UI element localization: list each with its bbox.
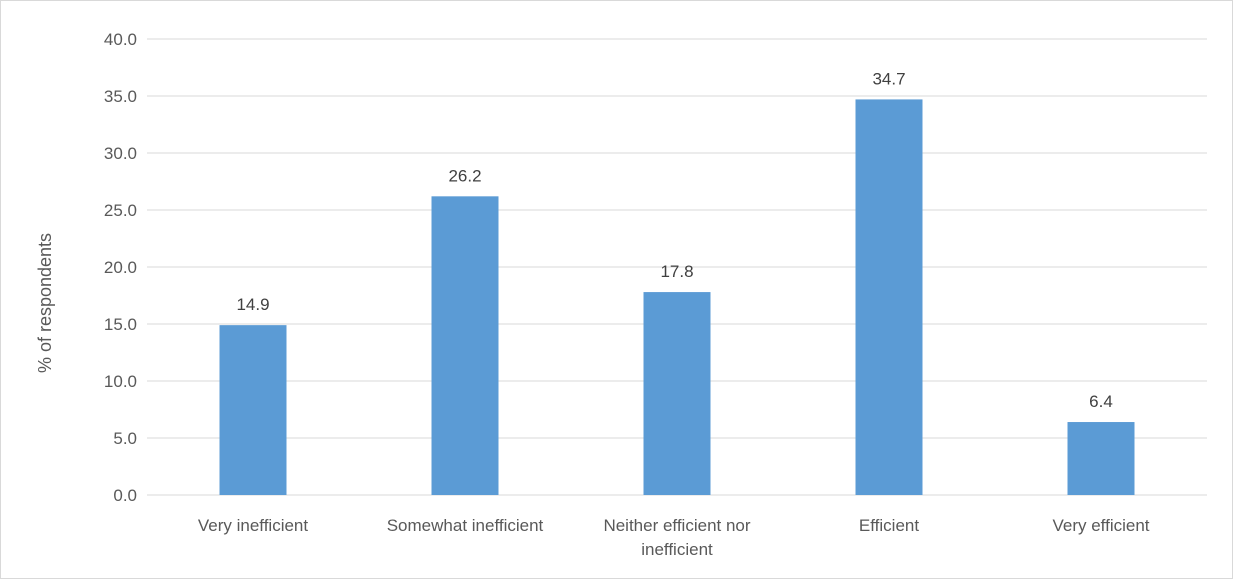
- y-tick-label: 0.0: [113, 486, 137, 505]
- y-tick-label: 20.0: [104, 258, 137, 277]
- y-tick-label: 30.0: [104, 144, 137, 163]
- bar: [643, 292, 711, 495]
- y-tick-label: 40.0: [104, 30, 137, 49]
- data-label: 17.8: [660, 262, 693, 281]
- x-tick-label: Neither efficient nor inefficient: [603, 516, 750, 559]
- x-tick-label: Very inefficient: [198, 516, 309, 535]
- gridlines: [147, 38, 1207, 496]
- bars: [219, 99, 1135, 496]
- y-tick-label: 25.0: [104, 201, 137, 220]
- bar: [855, 99, 923, 496]
- x-tick-label: Efficient: [859, 516, 919, 535]
- y-tick-label: 35.0: [104, 87, 137, 106]
- x-tick-label: Very efficient: [1052, 516, 1149, 535]
- data-label: 6.4: [1089, 392, 1113, 411]
- bar: [219, 325, 287, 495]
- data-label: 26.2: [448, 166, 481, 185]
- x-tick-label: Somewhat inefficient: [387, 516, 544, 535]
- data-labels: 14.9 26.2 17.8 34.7 6.4: [236, 69, 1112, 411]
- y-tick-label: 15.0: [104, 315, 137, 334]
- y-axis-ticks: 0.0 5.0 10.0 15.0 20.0 25.0 30.0 35.0 40.0: [104, 30, 137, 505]
- y-tick-label: 5.0: [113, 429, 137, 448]
- data-label: 34.7: [872, 69, 905, 88]
- y-tick-label: 10.0: [104, 372, 137, 391]
- bar: [1067, 422, 1135, 495]
- bar: [431, 196, 499, 495]
- x-axis-ticks: Very inefficient Somewhat inefficient Neit…: [198, 516, 1150, 559]
- y-axis-title: % of respondents: [35, 233, 55, 373]
- data-label: 14.9: [236, 295, 269, 314]
